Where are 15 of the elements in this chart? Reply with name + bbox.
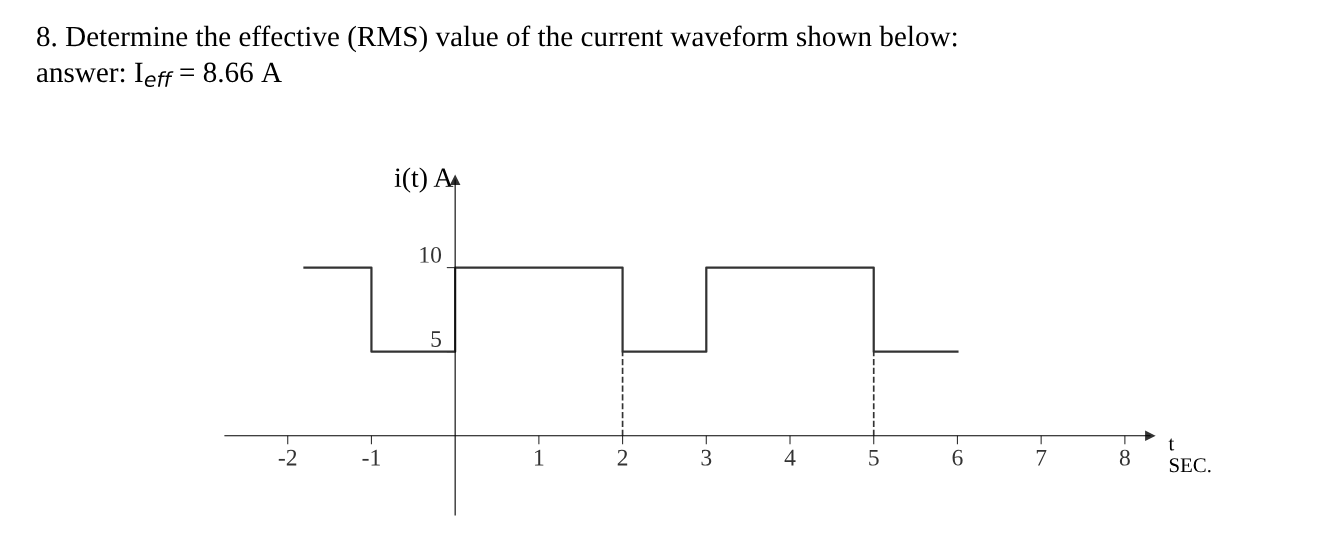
x-axis-title: t SEC.: [1168, 438, 1211, 473]
x-tick-label: 2: [617, 449, 628, 466]
x-tick-label: 3: [701, 449, 712, 466]
x-tick-label: 6: [952, 449, 963, 466]
chart-subtitle: answer: I$_{eff}$ = 8.66 A: [36, 62, 282, 87]
x-tick-label: -2: [278, 449, 297, 466]
x-tick-label: 7: [1036, 449, 1047, 466]
chart-title: 8. Determine the effective (RMS) value of the current waveform shown below:: [37, 25, 957, 53]
y-axis-title: i(t) A: [394, 167, 454, 193]
x-tick-label: -1: [362, 449, 380, 466]
x-tick-label: 1: [535, 449, 544, 466]
x-tick-label: 8: [1119, 449, 1130, 466]
x-tick-label: 4: [784, 449, 796, 466]
x-tick-label: 5: [869, 449, 879, 466]
y-tick-label: 10: [420, 246, 442, 263]
